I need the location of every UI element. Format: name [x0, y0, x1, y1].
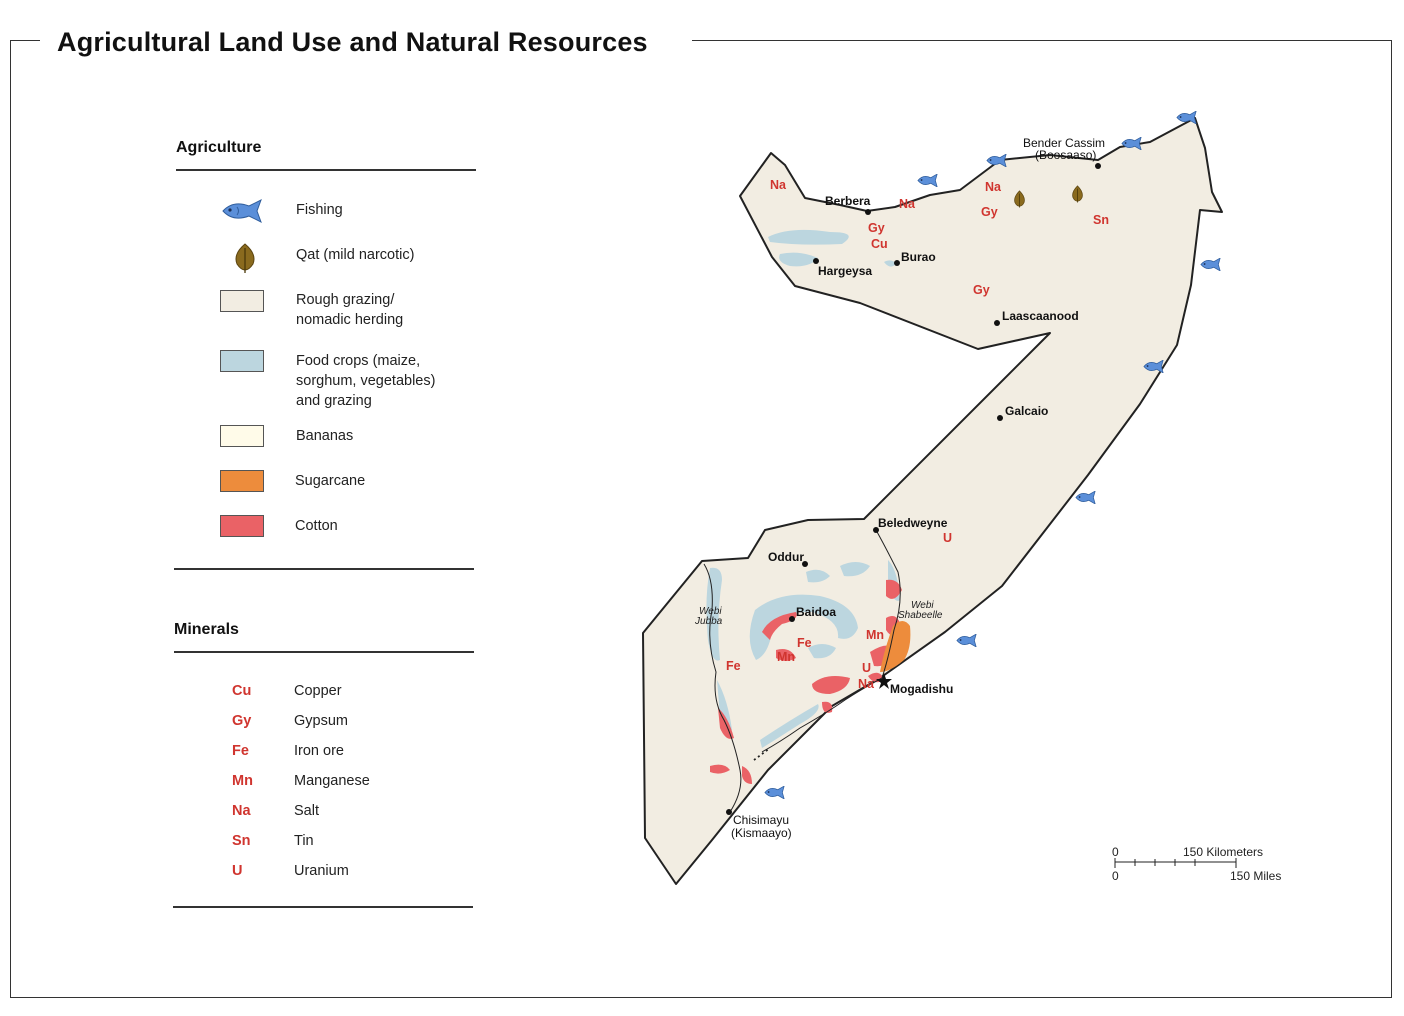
mineral-label-salt: Na — [899, 197, 916, 211]
mineral-name-iron: Iron ore — [294, 743, 344, 759]
map-frame — [10, 40, 1392, 998]
dotted-boundary — [753, 747, 771, 761]
legend-label-food-crops: Food crops (maize, sorghum, vegetables) … — [296, 353, 436, 409]
legend-minerals-heading: Minerals — [174, 621, 239, 638]
mineral-label-gypsum: Gy — [973, 283, 990, 297]
mineral-code-salt: Na — [232, 803, 251, 819]
mineral-name-gypsum: Gypsum — [294, 713, 348, 729]
city-label-mogadishu: Mogadishu — [890, 682, 953, 696]
river-label: Webi — [911, 600, 934, 611]
webi-shabeelle-river — [761, 529, 901, 753]
city-label-bender-cassim: Bender Cassim — [1023, 136, 1105, 150]
mineral-code-copper: Cu — [232, 683, 252, 699]
mineral-code-uranium: U — [232, 863, 243, 879]
legend-agriculture-heading: Agriculture — [176, 139, 262, 156]
fish-icon — [956, 634, 977, 647]
mineral-label-gypsum: Gy — [981, 205, 998, 219]
scale-bar: 0 150 Kilometers 0 150 Miles — [1112, 845, 1281, 883]
scale-zero-km: 0 — [1112, 845, 1119, 859]
city-label-burao: Burao — [901, 250, 936, 264]
legend-label-qat: Qat (mild narcotic) — [296, 247, 415, 263]
leaf-icon — [233, 242, 257, 279]
mineral-label-copper: Cu — [871, 237, 888, 251]
mineral-label-salt: Na — [985, 180, 1002, 194]
mineral-name-tin: Tin — [294, 833, 314, 849]
river-labels: Webi Jubba Webi Shabeelle — [694, 600, 943, 627]
fish-icon — [1075, 491, 1096, 504]
river-label: Webi — [699, 606, 722, 617]
city-label-oddur: Oddur — [768, 550, 804, 564]
river-label: Shabeelle — [898, 610, 943, 621]
mineral-label-iron-ore: Fe — [797, 636, 812, 650]
food-crops-swatch — [220, 350, 264, 372]
mineral-name-uranium: Uranium — [294, 863, 349, 879]
mineral-code-iron: Fe — [232, 743, 249, 759]
mineral-label-iron-ore: Fe — [726, 659, 741, 673]
city-markers — [726, 163, 1101, 815]
scale-zero-mi: 0 — [1112, 869, 1119, 883]
mineral-label-manganese: Mn — [866, 628, 884, 642]
legend-label-rough-grazing: Rough grazing/ nomadic herding — [296, 292, 404, 328]
fish-icon — [1200, 258, 1221, 271]
city-labels: Berbera Bender Cassim (Boosaaso) Hargeys… — [731, 136, 1105, 840]
mineral-code-tin: Sn — [232, 833, 251, 849]
legend-rule — [174, 568, 474, 570]
legend-label-bananas: Bananas — [296, 428, 354, 444]
city-label-galcaio: Galcaio — [1005, 404, 1048, 418]
page-title: Agricultural Land Use and Natural Resour… — [57, 27, 648, 57]
mineral-label-salt: Na — [770, 178, 787, 192]
city-label-laascaanood: Laascaanood — [1002, 309, 1079, 323]
legend-label-fishing: Fishing — [296, 202, 343, 218]
river-label: Jubba — [694, 616, 723, 627]
mineral-label-manganese: Mn — [777, 650, 795, 664]
rough-grazing-swatch — [220, 290, 264, 312]
somalia-land-area — [642, 117, 1223, 885]
sugarcane-swatch — [220, 470, 264, 492]
city-label-beledweyne: Beledweyne — [878, 516, 948, 530]
city-label-hargeysa: Hargeysa — [818, 264, 872, 278]
capital-star-icon — [876, 673, 892, 689]
legend-label-cotton: Cotton — [295, 518, 338, 534]
city-label-boosaaso: (Boosaaso) — [1035, 148, 1096, 162]
mineral-name-copper: Copper — [294, 683, 342, 699]
legend-rule — [173, 906, 473, 908]
legend-rule — [176, 169, 476, 171]
mineral-label-uranium: U — [862, 661, 871, 675]
legend-label-sugarcane: Sugarcane — [295, 473, 366, 489]
mineral-code-gypsum: Gy — [232, 713, 252, 729]
fish-icon — [221, 198, 265, 229]
mineral-label-tin: Sn — [1093, 213, 1109, 227]
city-label-baidoa: Baidoa — [796, 605, 836, 619]
scale-km-label: 150 Kilometers — [1183, 845, 1263, 859]
city-label-berbera: Berbera — [825, 194, 871, 208]
city-label-kismaayo: (Kismaayo) — [731, 826, 792, 840]
legend-rule — [174, 651, 474, 653]
mineral-name-manganese: Manganese — [294, 773, 370, 789]
bananas-swatch — [220, 425, 264, 447]
mineral-label-uranium: U — [943, 531, 952, 545]
cotton-areas — [710, 579, 902, 784]
mineral-code-manganese: Mn — [232, 773, 253, 789]
cotton-swatch — [220, 515, 264, 537]
mineral-name-salt: Salt — [294, 803, 319, 819]
mineral-label-salt: Na — [858, 677, 875, 691]
city-label-chisimayu: Chisimayu — [733, 813, 789, 827]
webi-jubba-river — [703, 563, 742, 813]
fish-icon — [764, 786, 785, 799]
mineral-labels: Na Na Na Na Gy Gy Gy Cu Sn U U Mn Mn Fe … — [726, 178, 1109, 691]
scale-mi-label: 150 Miles — [1230, 869, 1281, 883]
fish-icon — [917, 174, 938, 187]
mineral-label-gypsum: Gy — [868, 221, 885, 235]
